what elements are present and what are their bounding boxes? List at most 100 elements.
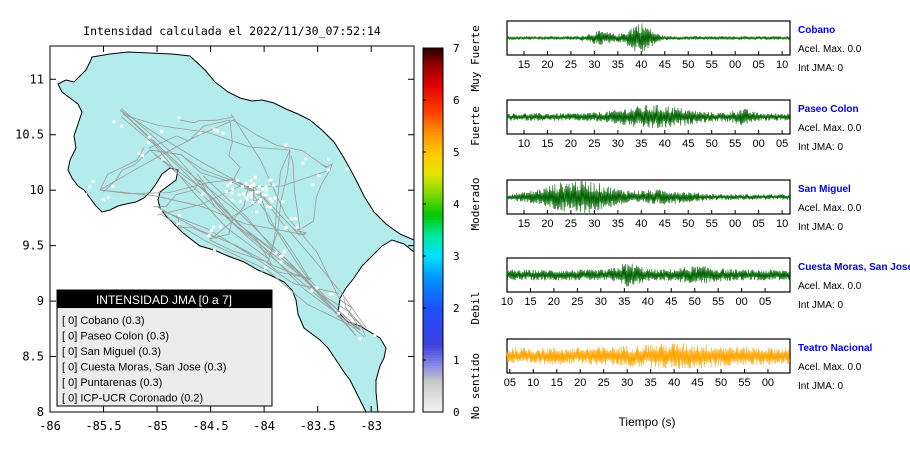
map-x-tick-label: -84.5 <box>193 419 229 433</box>
town-markers <box>84 115 380 341</box>
colorbar-frame <box>422 47 444 413</box>
colorbar-band <box>423 76 443 80</box>
station-accel: Acel. Max. 0.0 <box>798 203 862 214</box>
town-marker <box>238 200 242 203</box>
town-marker <box>317 173 321 177</box>
seismogram-tick-label: 10 <box>527 377 539 389</box>
colorbar-band <box>423 84 443 88</box>
seismogram-tick-label: 20 <box>541 59 553 71</box>
town-marker <box>147 135 151 139</box>
road <box>196 174 361 331</box>
seismogram-tick-label: 10 <box>776 218 788 230</box>
colorbar-tick-label: 4 <box>453 198 460 211</box>
seismogram-tick-label: 10 <box>501 296 513 308</box>
legend-item: [ 0] Cobano (0.3) <box>62 315 145 327</box>
seismogram-tick-label: 00 <box>729 218 741 230</box>
colorbar-band <box>423 235 443 239</box>
seismogram-tick-label: 05 <box>753 59 765 71</box>
seismogram-tick-label: 05 <box>753 218 765 230</box>
colorbar-band <box>423 323 443 327</box>
colorbar-band <box>423 367 443 371</box>
town-marker <box>255 210 259 214</box>
colorbar-band <box>423 198 443 202</box>
colorbar-band <box>423 214 443 218</box>
town-marker <box>274 251 278 255</box>
colorbar-band <box>423 336 443 340</box>
colorbar-band <box>423 396 443 400</box>
town-marker <box>88 185 92 189</box>
map-y-axis: 11 10.5 10 9.5 9 8.5 8 <box>15 72 414 419</box>
colorbar-band <box>423 341 443 345</box>
town-marker <box>326 168 330 172</box>
seismogram-tick-label: 15 <box>541 138 553 150</box>
town-marker <box>315 286 319 290</box>
colorbar-tick-label: 0 <box>453 406 460 419</box>
seismogram-tick-label: 55 <box>712 296 724 308</box>
colorbar-level-label: Muy Fuerte <box>469 25 482 91</box>
town-marker <box>261 193 265 197</box>
colorbar-band <box>423 227 443 231</box>
colorbar-band <box>423 380 443 384</box>
town-marker <box>218 225 222 229</box>
station-accel: Acel. Max. 0.0 <box>798 44 862 55</box>
seismogram-tick-label: 50 <box>682 218 694 230</box>
colorbar-band <box>423 263 443 267</box>
town-marker <box>198 131 202 135</box>
colorbar-level-label: Debil <box>469 291 482 324</box>
road <box>153 179 201 208</box>
colorbar-band <box>423 211 443 215</box>
seismogram-tick-label: 25 <box>565 218 577 230</box>
town-marker <box>178 213 182 217</box>
colorbar-tick-label: 1 <box>453 354 460 367</box>
colorbar-band <box>423 144 443 148</box>
colorbar-band <box>423 365 443 369</box>
road <box>156 206 311 281</box>
station-intensity: Int JMA: 0 <box>798 63 843 74</box>
colorbar-band <box>423 141 443 145</box>
seismogram-trace <box>506 180 790 214</box>
colorbar-band <box>423 165 443 169</box>
seismogram-tick-label: 40 <box>635 218 647 230</box>
colorbar-band <box>423 310 443 314</box>
colorbar-band <box>423 193 443 197</box>
seismogram-tick-label: 35 <box>618 296 630 308</box>
station-intensity: Int JMA: 0 <box>798 222 843 233</box>
legend-item: [ 0] Puntarenas (0.3) <box>62 377 162 389</box>
colorbar-band <box>423 404 443 408</box>
legend-item: [ 0] Paseo Colon (0.3) <box>62 331 169 343</box>
road <box>267 149 291 263</box>
colorbar-band <box>423 250 443 254</box>
colorbar-band <box>423 102 443 106</box>
colorbar-tick-label: 6 <box>453 94 460 107</box>
colorbar-band <box>423 378 443 382</box>
colorbar-band <box>423 362 443 366</box>
colorbar-band <box>423 297 443 301</box>
colorbar-band <box>423 118 443 122</box>
road <box>301 169 331 229</box>
colorbar-band <box>423 113 443 117</box>
map-y-tick-label: 8.5 <box>22 350 44 364</box>
town-marker <box>273 196 277 200</box>
colorbar-band <box>423 308 443 312</box>
seismogram-tick-label: 00 <box>753 138 765 150</box>
town-marker <box>209 229 213 233</box>
seismogram-tick-label: 10 <box>776 59 788 71</box>
colorbar-band <box>423 79 443 83</box>
town-marker <box>207 234 211 238</box>
colorbar-band <box>423 105 443 109</box>
town-marker <box>212 225 216 229</box>
colorbar-band <box>423 63 443 67</box>
town-marker <box>264 188 268 192</box>
town-marker <box>269 178 273 182</box>
town-marker <box>345 167 349 171</box>
colorbar-band <box>423 276 443 280</box>
station-intensity: Int JMA: 0 <box>798 381 843 392</box>
colorbar-band <box>423 120 443 124</box>
colorbar-tick-label: 7 <box>453 42 460 55</box>
town-marker <box>251 201 255 205</box>
colorbar-band <box>423 399 443 403</box>
seismogram-tick-label: 15 <box>524 296 536 308</box>
town-marker <box>246 193 250 197</box>
town-marker <box>245 198 249 202</box>
seismogram-trace <box>506 104 790 129</box>
